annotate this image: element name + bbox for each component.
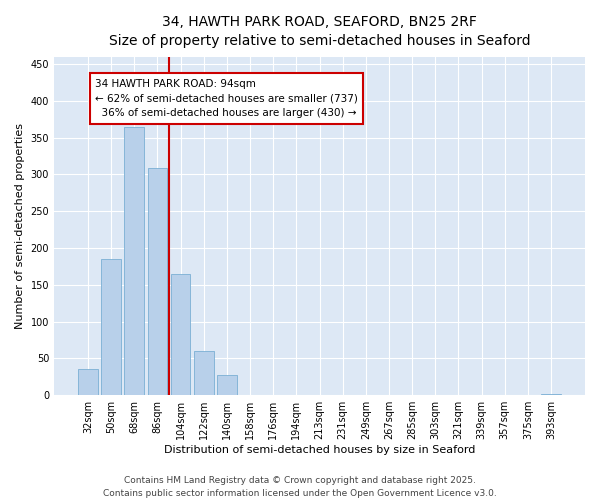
Bar	[194, 351, 214, 395]
Y-axis label: Number of semi-detached properties: Number of semi-detached properties	[15, 123, 25, 329]
X-axis label: Distribution of semi-detached houses by size in Seaford: Distribution of semi-detached houses by …	[164, 445, 475, 455]
Bar	[171, 274, 190, 395]
Text: 34 HAWTH PARK ROAD: 94sqm
← 62% of semi-detached houses are smaller (737)
  36% : 34 HAWTH PARK ROAD: 94sqm ← 62% of semi-…	[95, 78, 358, 118]
Bar	[101, 259, 121, 395]
Text: Contains HM Land Registry data © Crown copyright and database right 2025.
Contai: Contains HM Land Registry data © Crown c…	[103, 476, 497, 498]
Title: 34, HAWTH PARK ROAD, SEAFORD, BN25 2RF
Size of property relative to semi-detache: 34, HAWTH PARK ROAD, SEAFORD, BN25 2RF S…	[109, 15, 530, 48]
Bar	[124, 126, 144, 395]
Bar	[541, 394, 561, 395]
Bar	[78, 370, 98, 395]
Bar	[217, 374, 237, 395]
Bar	[148, 168, 167, 395]
